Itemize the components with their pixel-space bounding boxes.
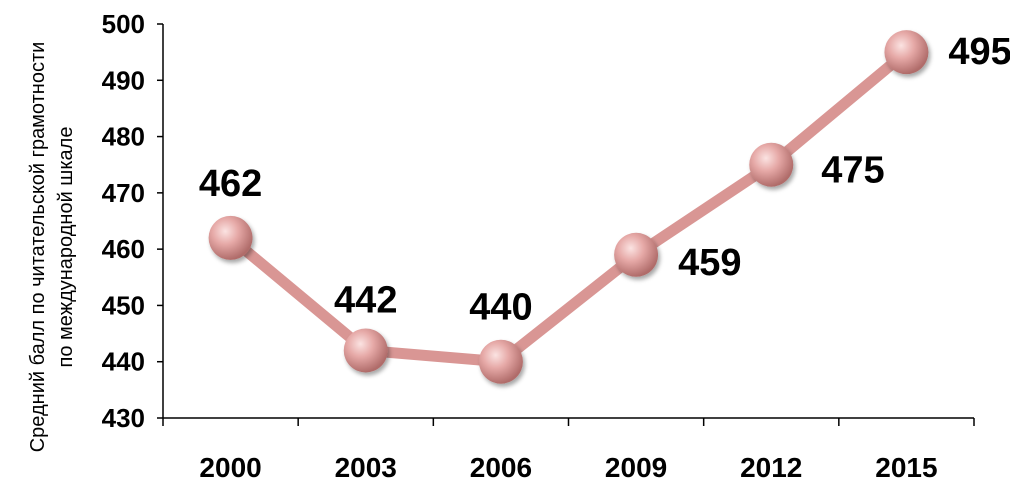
data-point-2012: [749, 142, 794, 187]
series-markers: [208, 30, 929, 384]
x-axis-ticks: [162, 418, 975, 426]
y-axis-title-line-2: по международной шкале: [55, 127, 77, 368]
x-axis-tick-labels: 2000 2003 2006 2009 2012 2015: [199, 452, 937, 483]
y-tick-label: 490: [102, 65, 145, 95]
data-point-2000: [208, 215, 253, 260]
y-axis-title: Средний балл по читательской грамотности…: [27, 42, 77, 453]
data-label-2003: 442: [334, 279, 397, 321]
y-tick-label: 450: [102, 290, 145, 320]
x-tick-label-2012: 2012: [740, 452, 802, 483]
x-tick-label-2000: 2000: [199, 452, 261, 483]
x-tick-label-2003: 2003: [335, 452, 397, 483]
y-axis-ticks: [157, 23, 163, 419]
series-line: [225, 46, 912, 368]
data-label-2012: 475: [821, 150, 884, 192]
x-tick-label-2015: 2015: [875, 452, 937, 483]
x-tick-label-2009: 2009: [605, 452, 667, 483]
data-label-2000: 462: [199, 163, 262, 205]
y-tick-label: 470: [102, 178, 145, 208]
data-label-2009: 459: [678, 242, 741, 284]
y-tick-label: 500: [102, 9, 145, 39]
data-labels: 462 442 440 459 475 495: [199, 31, 1010, 329]
data-point-2006: [478, 339, 523, 384]
data-point-2009: [614, 232, 659, 277]
data-point-2015: [884, 30, 929, 75]
series-line-group: [225, 46, 912, 368]
data-label-2006: 440: [469, 287, 532, 329]
y-tick-label: 460: [102, 234, 145, 264]
data-point-2003: [343, 328, 388, 373]
y-tick-label: 480: [102, 122, 145, 152]
x-tick-label-2006: 2006: [470, 452, 532, 483]
y-tick-label: 430: [102, 403, 145, 433]
y-axis-tick-labels: 430 440 450 460 470 480 490 500: [102, 9, 145, 433]
data-label-2015: 495: [948, 31, 1010, 73]
y-tick-label: 440: [102, 347, 145, 377]
y-axis-title-line-1: Средний балл по читательской грамотности: [27, 42, 49, 453]
